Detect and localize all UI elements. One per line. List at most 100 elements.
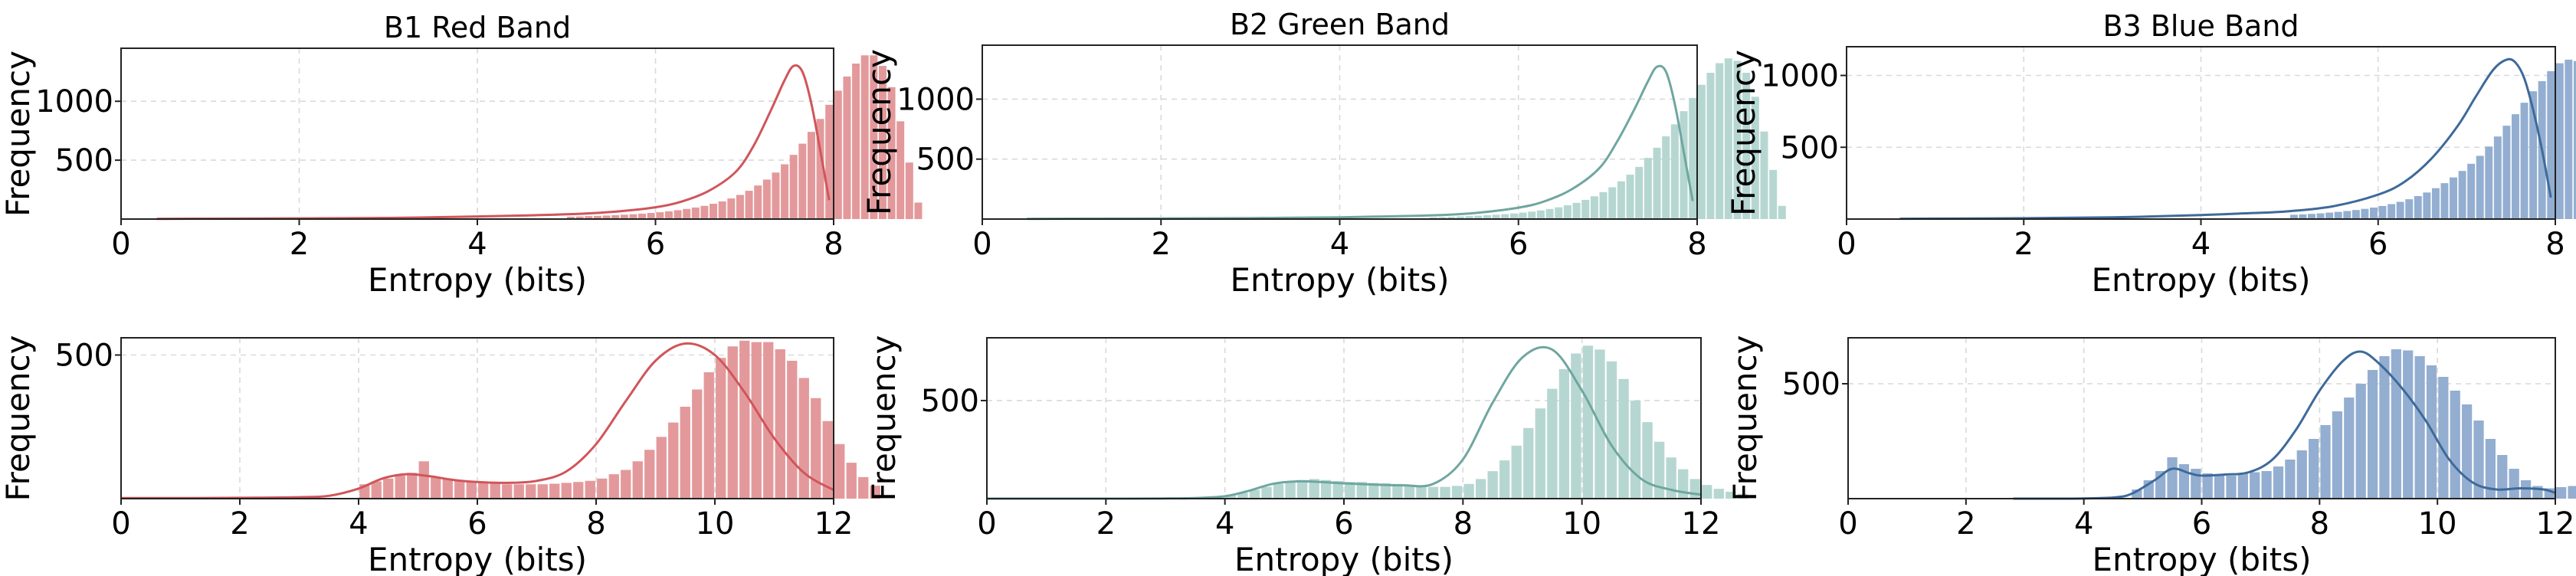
histogram-bar <box>656 212 664 219</box>
y-tick-label: 1000 <box>1761 59 1839 94</box>
histogram-bar <box>1617 181 1625 219</box>
histogram-bar <box>2573 61 2576 219</box>
x-tick-label: 12 <box>2536 506 2575 542</box>
histogram-bar <box>727 346 738 499</box>
x-tick-label: 6 <box>2192 506 2211 542</box>
histogram-bar <box>2555 63 2564 219</box>
histogram-bar <box>575 216 584 219</box>
kde-line <box>120 342 834 499</box>
x-tick-label: 4 <box>1215 506 1234 542</box>
histogram-bar <box>1429 217 1437 219</box>
histogram-bar <box>1571 353 1581 499</box>
histogram-bar <box>2378 205 2387 219</box>
histogram-bar <box>825 104 834 219</box>
histogram-bar <box>2568 486 2576 499</box>
histogram-bar <box>1716 63 1724 219</box>
histogram-bar <box>1642 422 1653 499</box>
histogram-bar <box>1392 483 1403 499</box>
panel-b2-bottom: 0 2 4 6 8 10 12 500 Entropy (bits) Frequency <box>865 335 1748 576</box>
histogram-bar <box>775 349 785 499</box>
histogram-bar <box>905 162 913 219</box>
histogram-bar <box>585 480 595 499</box>
histogram-bar <box>2462 404 2473 499</box>
histogram-bar <box>2237 473 2248 499</box>
histogram-bar <box>611 214 620 219</box>
histogram-bar <box>1680 111 1688 219</box>
histogram-bar <box>656 437 667 499</box>
histogram-bar <box>1618 378 1629 499</box>
x-ticks: 0 2 4 6 8 10 12 <box>111 499 853 542</box>
panel-title: B2 Green Band <box>1230 8 1450 41</box>
histogram-bar <box>2403 350 2414 499</box>
histogram-bar <box>2431 188 2440 219</box>
x-tick-label: 4 <box>1330 227 1349 262</box>
histogram-bar <box>502 484 513 499</box>
histogram-bar <box>1536 210 1545 219</box>
bars <box>1225 345 1748 499</box>
histogram-bar <box>1483 214 1491 219</box>
histogram-bar <box>1630 400 1641 499</box>
histogram-bar <box>2296 450 2307 499</box>
histogram-bar <box>1456 216 1464 219</box>
x-tick-label: 8 <box>2545 227 2565 262</box>
histogram-bar <box>1545 208 1554 219</box>
x-tick-label: 2 <box>1956 506 1975 542</box>
x-ticks: 0 2 4 6 8 <box>111 219 844 262</box>
histogram-bar <box>407 473 418 499</box>
histogram-bar <box>700 205 709 219</box>
histogram-bar <box>843 76 851 220</box>
histogram-bar <box>1249 489 1260 499</box>
histogram-bar <box>466 481 477 499</box>
histogram-bar <box>710 204 718 219</box>
histogram-bar <box>878 66 887 219</box>
histogram-bar <box>2334 211 2342 219</box>
histogram-bar <box>2325 212 2334 219</box>
histogram-bar <box>1451 486 1463 499</box>
histogram-bar <box>716 358 726 499</box>
histogram-bar <box>1380 483 1391 499</box>
x-tick-label: 4 <box>2191 227 2211 262</box>
histogram-bar <box>2308 214 2316 219</box>
histogram-bar <box>798 143 807 219</box>
histogram-bar <box>2352 210 2360 219</box>
histogram-bar <box>2414 196 2422 219</box>
histogram-bar <box>2450 391 2460 499</box>
histogram-bar <box>2250 472 2260 499</box>
histogram-bar <box>736 195 744 219</box>
histogram-bar <box>2458 171 2466 219</box>
histogram-bar <box>2476 155 2484 219</box>
histogram-bar <box>2405 199 2414 219</box>
histogram-bar <box>1626 175 1634 219</box>
histogram-bar <box>1769 169 1778 219</box>
y-tick-label: 1000 <box>35 84 113 119</box>
panel-b3-top: 0 2 4 6 8 500 1000 B3 Blue Band Entropy (bits… <box>1725 9 2576 299</box>
panel-b2-top: 0 2 4 6 8 500 1000 B2 Green Band Entropy (bit… <box>860 8 1786 299</box>
histogram-bar <box>1751 97 1759 220</box>
x-tick-label: 12 <box>814 506 854 542</box>
y-tick-label: 500 <box>55 339 113 374</box>
histogram-bar <box>691 207 700 219</box>
histogram-bar <box>798 378 809 499</box>
histogram-bar <box>2167 457 2178 499</box>
histogram-bar <box>1487 471 1498 499</box>
histogram-bar <box>1760 131 1768 219</box>
histogram-bar <box>834 90 842 220</box>
histogram-bar <box>2391 349 2401 499</box>
histogram-bar <box>739 340 750 499</box>
histogram-bar <box>2509 469 2519 499</box>
panel-b3-bottom: 0 2 4 6 8 10 12 500 Entropy (bits) Frequency <box>1726 335 2576 576</box>
x-tick-label: 2 <box>230 506 249 542</box>
x-axis-label: Entropy (bits) <box>2093 541 2312 576</box>
histogram-bar <box>692 389 703 499</box>
histogram-bar <box>2556 487 2567 499</box>
histogram-bar <box>1356 482 1367 499</box>
x-axis-label: Entropy (bits) <box>368 541 587 576</box>
histogram-bar <box>1309 479 1319 499</box>
x-tick-label: 2 <box>1152 227 1171 262</box>
histogram-bar <box>2214 474 2225 499</box>
histogram-bar <box>431 476 441 499</box>
panel-title: B1 Red Band <box>384 11 571 44</box>
histogram-bar <box>887 87 896 219</box>
bars <box>567 55 923 220</box>
